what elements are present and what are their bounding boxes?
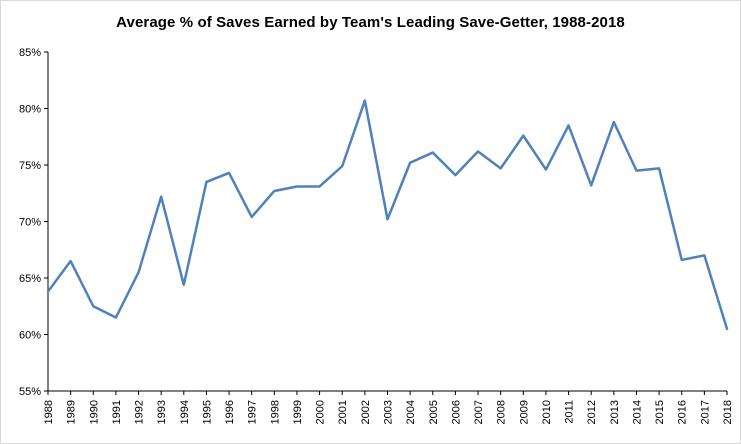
- x-axis-label: 1992: [134, 400, 146, 424]
- x-axis-label: 2011: [564, 400, 576, 424]
- y-axis-label: 85%: [19, 47, 41, 59]
- x-axis-label: 2012: [586, 400, 598, 424]
- x-axis-label: 1990: [88, 400, 100, 424]
- x-axis-label: 2016: [677, 400, 689, 424]
- x-axis-label: 2001: [337, 400, 349, 424]
- x-axis-label: 2010: [541, 400, 553, 424]
- x-axis-label: 1993: [156, 400, 168, 424]
- x-axis-label: 2007: [473, 400, 485, 424]
- x-axis-label: 1998: [269, 400, 281, 424]
- x-axis-label: 2000: [315, 400, 327, 424]
- x-axis-label: 1988: [43, 400, 55, 424]
- x-axis-label: 1999: [292, 400, 304, 424]
- x-axis-label: 2015: [654, 400, 666, 424]
- x-axis-label: 2005: [428, 400, 440, 424]
- x-axis-label: 2014: [631, 400, 643, 424]
- x-axis-label: 2002: [360, 400, 372, 424]
- x-axis-label: 2013: [609, 400, 621, 424]
- x-axis-label: 2017: [699, 400, 711, 424]
- line-chart-canvas: 55% 60% 65% 70% 75% 80% 85% 1988 1989 1990 1991 199…: [19, 47, 734, 424]
- y-axis-label: 80%: [19, 104, 41, 116]
- x-axis-label: 1989: [66, 400, 78, 424]
- x-axis-label: 1995: [201, 400, 213, 424]
- x-axis-label: 2006: [450, 400, 462, 424]
- data-line-series: [46, 99, 729, 331]
- x-axis-label: 1997: [247, 400, 259, 424]
- y-axis-label: 65%: [19, 273, 41, 285]
- x-axis-label: 1994: [179, 400, 191, 424]
- x-axis-label: 2018: [722, 400, 734, 424]
- x-axis-label: 2008: [496, 400, 508, 424]
- x-axis-label: 2004: [405, 400, 417, 424]
- x-axis-label: 2009: [518, 400, 530, 424]
- y-axis-label: 60%: [19, 330, 41, 342]
- x-axis-label: 1991: [111, 400, 123, 424]
- y-axis-label: 70%: [19, 217, 41, 229]
- y-axis-label: 75%: [19, 160, 41, 172]
- x-axis-label: 2003: [383, 400, 395, 424]
- chart-title: Average % of Saves Earned by Team's Lead…: [116, 13, 625, 31]
- y-axis-label: 55%: [19, 386, 41, 398]
- x-axis-label: 1996: [224, 400, 236, 424]
